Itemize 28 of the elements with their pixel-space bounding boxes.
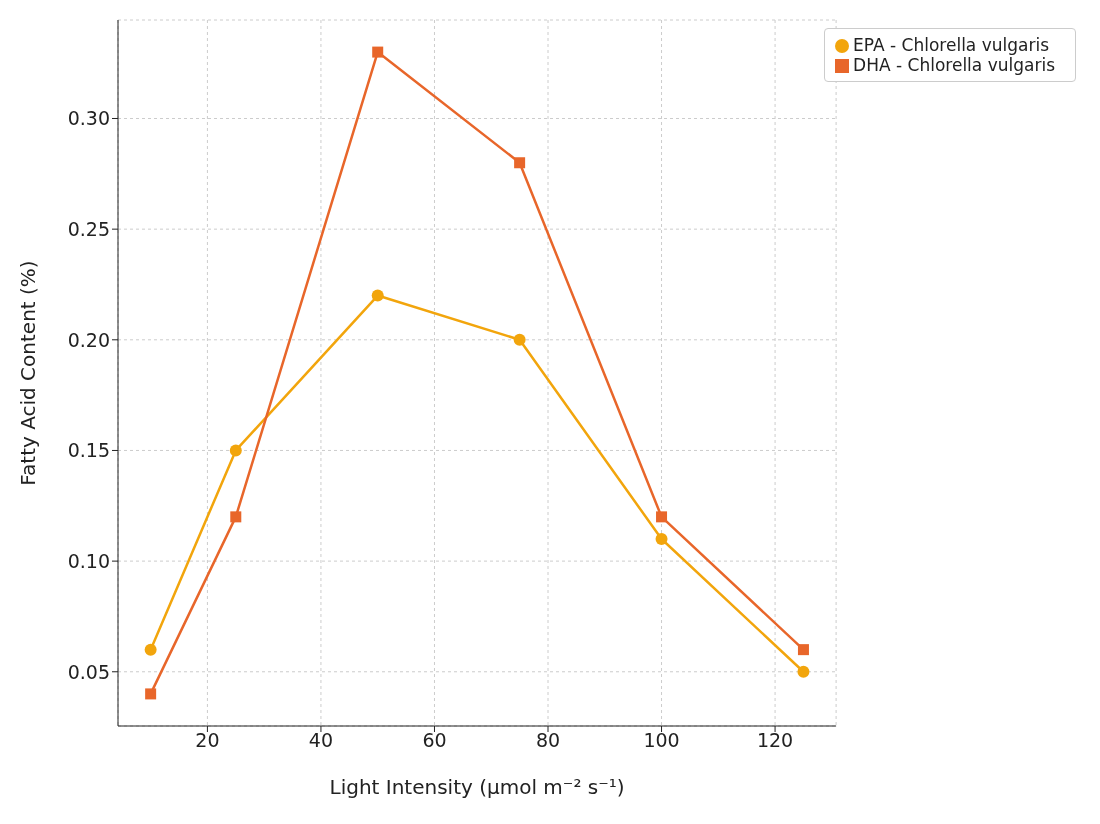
x-tick-label: 100 [643, 729, 680, 752]
point [513, 333, 526, 346]
point [797, 665, 810, 678]
point [372, 46, 384, 58]
point [145, 688, 157, 700]
point [656, 511, 668, 523]
y-tick-label: 0.10 [67, 549, 110, 572]
x-tick-label: 120 [756, 729, 794, 752]
x-tick-label: 40 [308, 729, 334, 752]
y-tick-label: 0.20 [67, 328, 110, 351]
legend-label: EPA - Chlorella vulgaris [853, 35, 1050, 55]
legend-label: DHA - Chlorella vulgaris [853, 55, 1055, 75]
x-tick-label: 20 [195, 729, 220, 752]
point [655, 532, 668, 545]
point [371, 289, 384, 302]
y-tick-label: 0.25 [67, 217, 110, 240]
x-axis-title: Light Intensity (µmol m⁻² s⁻¹) [329, 775, 625, 799]
point [797, 644, 809, 656]
x-tick-label: 80 [535, 729, 561, 752]
point [230, 511, 242, 523]
y-tick-label: 0.05 [67, 660, 110, 683]
point [229, 444, 242, 457]
y-axis-title: Fatty Acid Content (%) [16, 260, 41, 486]
point [514, 157, 526, 169]
y-tick-label: 0.30 [67, 107, 110, 130]
point [144, 643, 157, 656]
y-tick-label: 0.15 [67, 439, 110, 462]
x-tick-label: 60 [422, 729, 447, 752]
